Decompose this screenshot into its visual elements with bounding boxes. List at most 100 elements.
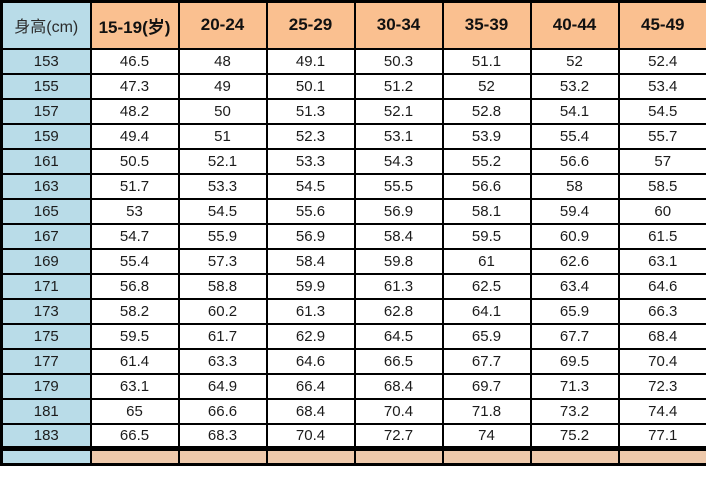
weight-cell: 69.7 bbox=[441, 372, 532, 400]
weight-cell: 53.3 bbox=[177, 172, 268, 200]
weight-cell: 53.4 bbox=[617, 72, 706, 100]
age-column-header: 30-34 bbox=[353, 0, 444, 50]
weight-cell: 53.2 bbox=[529, 72, 620, 100]
weight-cell: 55.5 bbox=[353, 172, 444, 200]
age-column-header: 20-24 bbox=[177, 0, 268, 50]
table-row: 169 55.4 57.3 58.4 59.8 61 62.6 63.1 bbox=[0, 247, 706, 275]
weight-cell: 64.6 bbox=[617, 272, 706, 300]
weight-cell: 52.3 bbox=[265, 122, 356, 150]
weight-cell: 58.1 bbox=[441, 197, 532, 225]
table-row: 165 53 54.5 55.6 56.9 58.1 59.4 60 bbox=[0, 197, 706, 225]
weight-cell: 55.2 bbox=[441, 147, 532, 175]
weight-cell: 50.3 bbox=[353, 47, 444, 75]
weight-cell: 56.8 bbox=[89, 272, 180, 300]
weight-cell: 60.9 bbox=[529, 222, 620, 250]
weight-cell: 59.4 bbox=[529, 197, 620, 225]
weight-cell: 71.3 bbox=[529, 372, 620, 400]
partial-age-cell bbox=[89, 447, 180, 466]
weight-cell: 54.5 bbox=[265, 172, 356, 200]
weight-cell: 61.3 bbox=[265, 297, 356, 325]
table-row: 157 48.2 50 51.3 52.1 52.8 54.1 54.5 bbox=[0, 97, 706, 125]
height-cell: 159 bbox=[0, 122, 92, 150]
weight-cell: 54.1 bbox=[529, 97, 620, 125]
weight-cell: 61 bbox=[441, 247, 532, 275]
height-cell: 171 bbox=[0, 272, 92, 300]
height-column-header: 身高(cm) bbox=[0, 0, 92, 50]
weight-cell: 66.4 bbox=[265, 372, 356, 400]
weight-cell: 55.9 bbox=[177, 222, 268, 250]
age-column-header: 35-39 bbox=[441, 0, 532, 50]
weight-cell: 63.1 bbox=[89, 372, 180, 400]
table-row: 183 66.5 68.3 70.4 72.7 74 75.2 77.1 bbox=[0, 422, 706, 451]
weight-cell: 63.1 bbox=[617, 247, 706, 275]
height-cell: 165 bbox=[0, 197, 92, 225]
weight-cell: 59.5 bbox=[441, 222, 532, 250]
weight-cell: 59.8 bbox=[353, 247, 444, 275]
weight-cell: 61.3 bbox=[353, 272, 444, 300]
height-cell: 167 bbox=[0, 222, 92, 250]
weight-cell: 64.9 bbox=[177, 372, 268, 400]
weight-cell: 66.3 bbox=[617, 297, 706, 325]
weight-cell: 64.5 bbox=[353, 322, 444, 350]
weight-cell: 58 bbox=[529, 172, 620, 200]
weight-cell: 68.3 bbox=[177, 422, 268, 451]
partial-age-cell bbox=[177, 447, 268, 466]
table-row: 153 46.5 48 49.1 50.3 51.1 52 52.4 bbox=[0, 47, 706, 75]
weight-cell: 58.4 bbox=[353, 222, 444, 250]
weight-cell: 52.1 bbox=[353, 97, 444, 125]
height-cell: 161 bbox=[0, 147, 92, 175]
height-cell: 153 bbox=[0, 47, 92, 75]
weight-cell: 52 bbox=[441, 72, 532, 100]
weight-cell: 71.8 bbox=[441, 397, 532, 425]
weight-cell: 58.5 bbox=[617, 172, 706, 200]
weight-cell: 46.5 bbox=[89, 47, 180, 75]
partial-next-section-row bbox=[0, 447, 706, 466]
age-column-header: 25-29 bbox=[265, 0, 356, 50]
weight-cell: 68.4 bbox=[617, 322, 706, 350]
partial-age-cell bbox=[441, 447, 532, 466]
weight-cell: 68.4 bbox=[265, 397, 356, 425]
weight-cell: 50.1 bbox=[265, 72, 356, 100]
weight-cell: 74.4 bbox=[617, 397, 706, 425]
weight-cell: 70.4 bbox=[265, 422, 356, 451]
table-row: 179 63.1 64.9 66.4 68.4 69.7 71.3 72.3 bbox=[0, 372, 706, 400]
partial-age-cell bbox=[617, 447, 706, 466]
weight-cell: 55.6 bbox=[265, 197, 356, 225]
weight-cell: 51.3 bbox=[265, 97, 356, 125]
weight-cell: 47.3 bbox=[89, 72, 180, 100]
weight-cell: 74 bbox=[441, 422, 532, 451]
weight-cell: 54.5 bbox=[617, 97, 706, 125]
weight-cell: 59.5 bbox=[89, 322, 180, 350]
weight-cell: 55.4 bbox=[529, 122, 620, 150]
table-row: 173 58.2 60.2 61.3 62.8 64.1 65.9 66.3 bbox=[0, 297, 706, 325]
weight-cell: 58.8 bbox=[177, 272, 268, 300]
weight-cell: 61.4 bbox=[89, 347, 180, 375]
weight-cell: 65 bbox=[89, 397, 180, 425]
weight-cell: 65.9 bbox=[529, 297, 620, 325]
age-column-header: 45-49 bbox=[617, 0, 706, 50]
weight-cell: 61.7 bbox=[177, 322, 268, 350]
weight-cell: 53 bbox=[89, 197, 180, 225]
table-body: 153 46.5 48 49.1 50.3 51.1 52 52.4 155 47.3 49 50.1… bbox=[0, 47, 706, 466]
weight-cell: 49 bbox=[177, 72, 268, 100]
weight-cell: 66.5 bbox=[353, 347, 444, 375]
weight-cell: 72.3 bbox=[617, 372, 706, 400]
weight-cell: 60.2 bbox=[177, 297, 268, 325]
weight-cell: 73.2 bbox=[529, 397, 620, 425]
age-column-header: 15-19(岁) bbox=[89, 0, 180, 50]
weight-cell: 57.3 bbox=[177, 247, 268, 275]
weight-cell: 56.6 bbox=[529, 147, 620, 175]
table-row: 163 51.7 53.3 54.5 55.5 56.6 58 58.5 bbox=[0, 172, 706, 200]
weight-cell: 52 bbox=[529, 47, 620, 75]
weight-cell: 75.2 bbox=[529, 422, 620, 451]
weight-cell: 52.8 bbox=[441, 97, 532, 125]
weight-cell: 57 bbox=[617, 147, 706, 175]
weight-cell: 49.4 bbox=[89, 122, 180, 150]
height-cell: 155 bbox=[0, 72, 92, 100]
weight-cell: 50 bbox=[177, 97, 268, 125]
weight-cell: 62.6 bbox=[529, 247, 620, 275]
weight-cell: 53.1 bbox=[353, 122, 444, 150]
weight-cell: 51 bbox=[177, 122, 268, 150]
weight-cell: 56.6 bbox=[441, 172, 532, 200]
